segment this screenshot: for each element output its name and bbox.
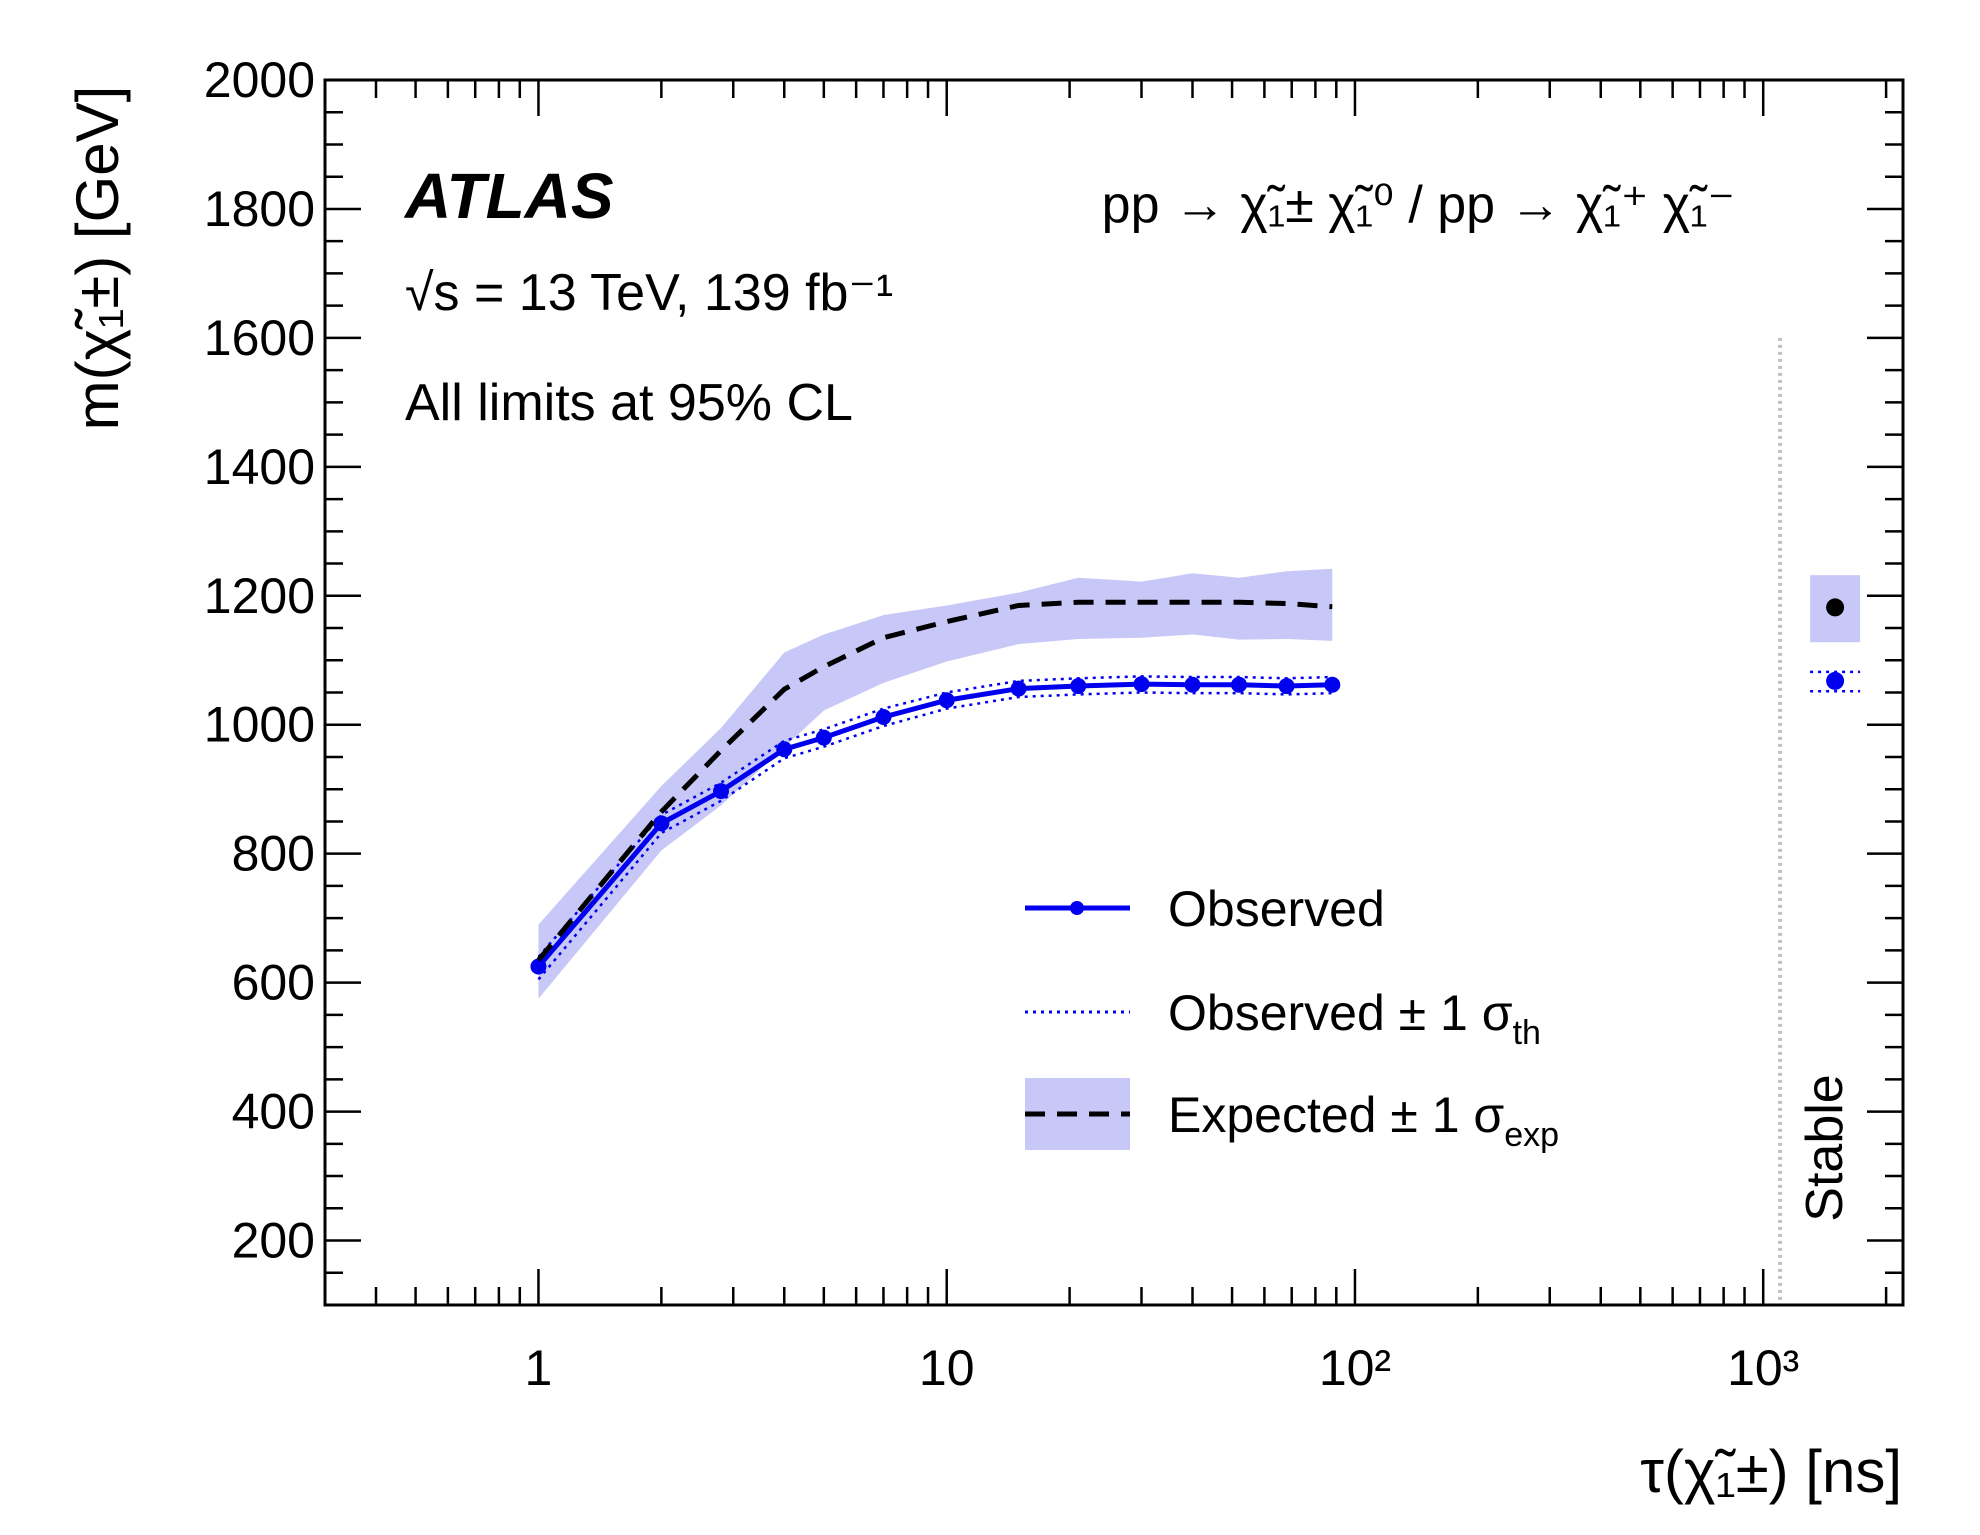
y-tick-label: 600	[232, 955, 315, 1011]
observed-point	[1070, 678, 1087, 695]
y-tick-label: 1400	[204, 439, 315, 495]
y-tick-label: 200	[232, 1213, 315, 1269]
observed-point	[815, 729, 832, 746]
x-tick-label: 10³	[1727, 1340, 1799, 1396]
legend-theory-label: Observed ± 1 σth	[1168, 985, 1541, 1052]
tick-labels: 200 400 600 800 1000 1200 1400 1600 1800 2000 1 10 1…	[204, 52, 1800, 1396]
stable-label: Stable	[1796, 1074, 1854, 1221]
observed-point	[713, 783, 730, 800]
observed-point	[530, 958, 547, 975]
legend-expected-label: Expected ± 1 σexp	[1168, 1087, 1559, 1154]
experiment-label: ATLAS	[403, 160, 614, 232]
y-tick-label: 800	[232, 826, 315, 882]
y-tick-label: 400	[232, 1084, 315, 1140]
observed-point	[1133, 676, 1150, 693]
y-axis-title: m(χ̃₁±) [GeV]	[64, 86, 131, 431]
x-tick-label: 10	[919, 1340, 975, 1396]
x-tick-label: 10²	[1319, 1340, 1391, 1396]
x-tick-label: 1	[525, 1340, 553, 1396]
observed-point	[1231, 676, 1248, 693]
stable-expected-point	[1826, 598, 1845, 617]
series-layer	[530, 598, 1861, 981]
legend: Observed Observed ± 1 σth Expected ± 1 σ…	[1025, 881, 1559, 1154]
x-axis-title: τ(χ̃₁±) [ns]	[1640, 1438, 1902, 1505]
observed-point	[1010, 680, 1027, 697]
observed-point	[938, 692, 955, 709]
y-tick-label: 1000	[204, 697, 315, 753]
y-tick-label: 1200	[204, 568, 315, 624]
observed-point	[776, 741, 793, 758]
y-tick-label: 2000	[204, 52, 315, 108]
legend-observed-marker	[1070, 901, 1084, 915]
frame-layer	[323, 78, 1905, 1307]
legend-observed-label: Observed	[1168, 881, 1385, 937]
observed-point	[1278, 678, 1295, 695]
cl-label: All limits at 95% CL	[405, 374, 853, 432]
series-line-1	[537, 675, 1333, 958]
observed-point	[653, 815, 670, 832]
observed-point	[1324, 676, 1341, 693]
legend-expected-subscript: exp	[1504, 1116, 1559, 1154]
series-line-3	[536, 599, 1333, 962]
y-tick-label: 1600	[204, 310, 315, 366]
observed-point	[1184, 676, 1201, 693]
legend-theory-subscript: th	[1513, 1014, 1541, 1052]
process-label: pp → χ̃₁± χ̃₁⁰ / pp → χ̃₁⁺ χ̃₁⁻	[1102, 176, 1735, 234]
y-tick-label: 1800	[204, 181, 315, 237]
observed-point	[875, 709, 892, 725]
energy-label: √s = 13 TeV, 139 fb⁻¹	[405, 264, 893, 322]
expected-band	[538, 568, 1333, 999]
stable-observed-point	[1826, 671, 1845, 690]
